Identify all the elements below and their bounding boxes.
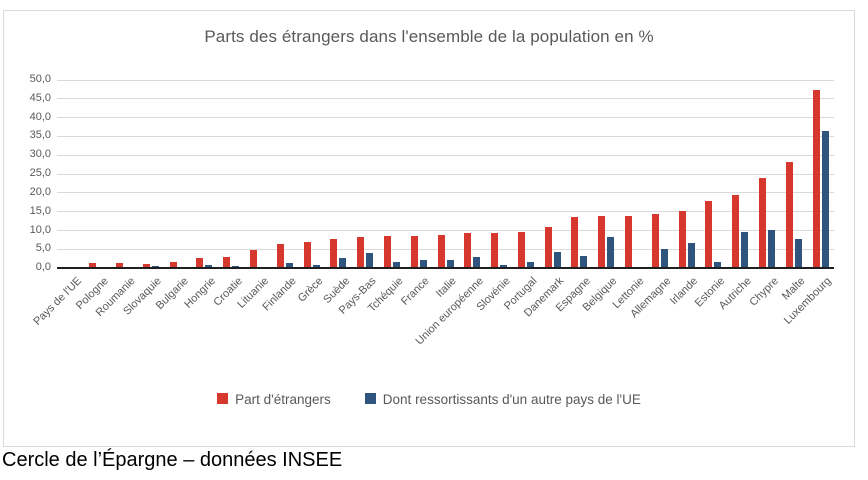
bar-part-etrangers: [223, 256, 231, 269]
bar-part-etrangers: [598, 216, 606, 269]
bar-ressortissants-ue: [687, 243, 695, 269]
bar-ressortissants-ue: [473, 256, 481, 269]
y-tick-label: 15,0: [29, 204, 51, 217]
y-tick-label: 40,0: [29, 110, 51, 123]
bar-ressortissants-ue: [205, 264, 213, 269]
legend-label-part-etrangers: Part d'étrangers: [235, 392, 331, 407]
y-tick-label: 35,0: [29, 129, 51, 142]
bar-part-etrangers: [115, 263, 123, 269]
bar-part-etrangers: [89, 263, 97, 269]
y-tick-label: 0,0: [35, 261, 51, 274]
bar-part-etrangers: [625, 215, 633, 269]
bar-ressortissants-ue: [446, 260, 454, 269]
y-tick-label: 20,0: [29, 185, 51, 198]
x-category-label: Grèce: [295, 275, 326, 305]
bar-ressortissants-ue: [285, 263, 293, 269]
bar-part-etrangers: [571, 217, 579, 269]
bar-part-etrangers: [410, 235, 418, 269]
bar-part-etrangers: [383, 235, 391, 269]
bar-ressortissants-ue: [366, 253, 374, 269]
gridline: [57, 173, 834, 175]
legend-swatch-part-etrangers: [217, 393, 229, 404]
bar-ressortissants-ue: [768, 229, 776, 269]
gridline: [57, 211, 834, 213]
bar-part-etrangers: [196, 258, 204, 269]
bar-ressortissants-ue: [553, 251, 561, 269]
bar-part-etrangers: [812, 90, 820, 269]
x-category-label: France: [399, 275, 433, 308]
bar-ressortissants-ue: [312, 265, 320, 269]
y-tick-label: 5,0: [35, 242, 51, 255]
bar-part-etrangers: [705, 201, 713, 269]
bar-ressortissants-ue: [821, 131, 829, 269]
y-tick-label: 50,0: [29, 73, 51, 85]
bar-ressortissants-ue: [714, 262, 722, 269]
bar-ressortissants-ue: [794, 238, 802, 269]
gridline: [57, 154, 834, 156]
bar-part-etrangers: [276, 244, 284, 269]
bar-part-etrangers: [437, 235, 445, 269]
legend-swatch-ressortissants-ue: [364, 393, 376, 404]
bar-ressortissants-ue: [419, 260, 427, 269]
bar-ressortissants-ue: [151, 265, 159, 269]
legend-label-ressortissants-ue: Dont ressortissants d'un autre pays de l…: [382, 392, 641, 407]
gridline: [57, 135, 834, 137]
chart-title: Parts des étrangers dans l'ensemble de l…: [204, 27, 654, 46]
bar-part-etrangers: [517, 231, 525, 269]
bar-part-etrangers: [732, 194, 740, 269]
x-axis-line: [57, 267, 834, 270]
source-caption: Cercle de l’Épargne – données INSEE: [2, 449, 343, 471]
bar-ressortissants-ue: [526, 262, 534, 269]
gridline: [57, 248, 834, 250]
bar-part-etrangers: [357, 237, 365, 269]
gridline: [57, 117, 834, 119]
bar-part-etrangers: [303, 241, 311, 269]
y-tick-label: 25,0: [29, 167, 51, 180]
gridline: [57, 98, 834, 100]
bar-ressortissants-ue: [580, 255, 588, 269]
y-tick-label: 30,0: [29, 148, 51, 161]
bar-part-etrangers: [142, 263, 150, 269]
bar-part-etrangers: [544, 226, 552, 269]
y-tick-label: 45,0: [29, 91, 51, 104]
bar-part-etrangers: [169, 261, 177, 269]
bar-part-etrangers: [759, 178, 767, 269]
bar-ressortissants-ue: [741, 231, 749, 269]
bar-part-etrangers: [464, 232, 472, 269]
x-category-label: Chypre: [746, 275, 781, 309]
y-tick-label: 10,0: [29, 223, 51, 236]
bar-part-etrangers: [249, 250, 257, 269]
bar-part-etrangers: [785, 162, 793, 269]
bar-ressortissants-ue: [392, 262, 400, 269]
chart-legend: Part d'étrangers Dont ressortissants d'u…: [4, 390, 854, 410]
gridline: [57, 79, 834, 81]
bar-part-etrangers: [651, 214, 659, 269]
bar-ressortissants-ue: [500, 264, 508, 269]
gridline: [57, 230, 834, 232]
bar-part-etrangers: [678, 210, 686, 269]
legend-item-ressortissants-ue[interactable]: Dont ressortissants d'un autre pays de l…: [364, 390, 641, 410]
bar-ressortissants-ue: [607, 236, 615, 269]
bar-ressortissants-ue: [660, 249, 668, 269]
bar-ressortissants-ue: [339, 257, 347, 269]
bar-part-etrangers: [491, 232, 499, 269]
bar-part-etrangers: [330, 239, 338, 269]
chart-frame: Parts des étrangers dans l'ensemble de l…: [3, 10, 855, 447]
gridline: [57, 192, 834, 194]
legend-item-part-etrangers[interactable]: Part d'étrangers: [217, 390, 331, 410]
